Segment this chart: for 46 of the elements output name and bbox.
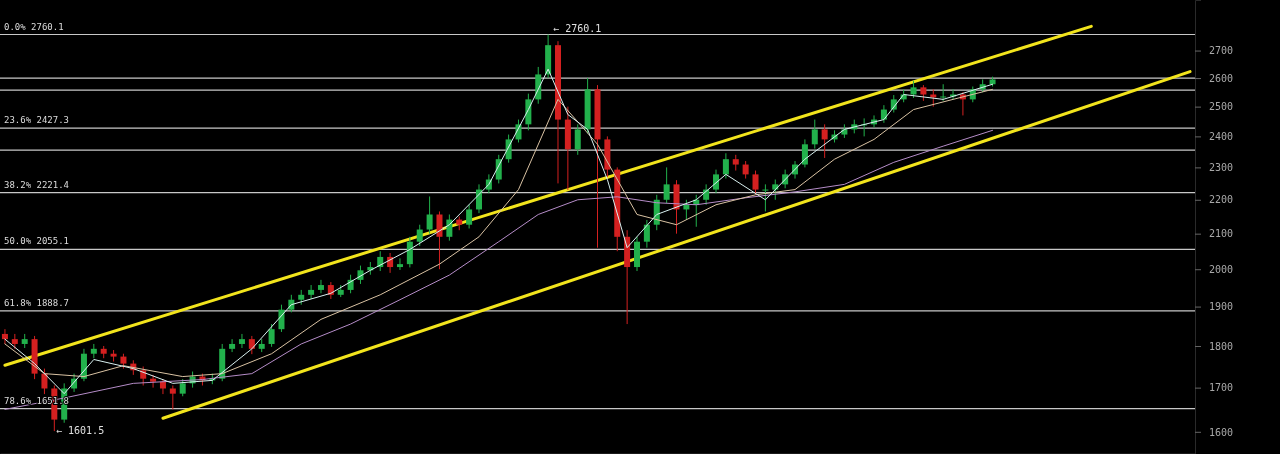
y-tick-label: 1800: [1209, 340, 1234, 352]
y-tick-label: 2600: [1209, 72, 1234, 84]
candlestick: [663, 166, 670, 204]
candlestick: [248, 335, 255, 355]
candlestick: [229, 338, 236, 353]
ref-line-label: 50.0% 2055.1: [4, 236, 70, 247]
candlestick: [426, 195, 433, 235]
y-tick-label: 2100: [1209, 228, 1234, 240]
candlestick: [308, 284, 315, 300]
candlestick: [396, 257, 403, 271]
candlestick: [268, 323, 275, 348]
ref-line-label: 61.8% 1888.7: [4, 297, 70, 308]
y-tick-label: 1600: [1209, 426, 1234, 438]
y-tick-label: 2300: [1209, 162, 1234, 174]
annotation: ← 1601.5: [56, 425, 105, 436]
candlestick: [574, 123, 581, 156]
y-tick-label: 1900: [1209, 301, 1234, 313]
y-tick-label: 1700: [1209, 382, 1234, 394]
y-tick-label: 2700: [1209, 45, 1234, 57]
line-series: [4, 129, 994, 410]
y-tick-label: 2500: [1209, 101, 1234, 113]
candlestick: [238, 333, 245, 349]
candlestick: [406, 236, 413, 268]
y-tick-label: 2400: [1209, 131, 1234, 143]
candlestick: [317, 279, 324, 294]
candlestick: [169, 384, 176, 410]
candlestick: [762, 183, 769, 212]
candlestick: [416, 224, 423, 247]
candlestick: [446, 213, 453, 242]
y-tick-label: 2000: [1209, 263, 1234, 275]
candlestick: [811, 119, 818, 150]
candlestick: [1, 328, 8, 345]
candlestick: [466, 204, 473, 229]
candlestick: [713, 169, 720, 194]
ref-line-label: 0.0% 2760.1: [4, 21, 64, 32]
candlestick: [821, 123, 828, 159]
candlestick: [752, 170, 759, 196]
ref-line-label: 23.6% 2427.3: [4, 115, 70, 126]
candlestick: [150, 374, 157, 389]
candlestick: [436, 210, 443, 270]
annotation: ← 2760.1: [553, 23, 602, 35]
candlestick: [643, 219, 650, 249]
candlestick: [722, 152, 729, 180]
ref-line-label: 38.2% 2221.4: [4, 179, 70, 190]
candlestick: [801, 138, 808, 168]
y-tick-label: 2200: [1209, 194, 1234, 206]
